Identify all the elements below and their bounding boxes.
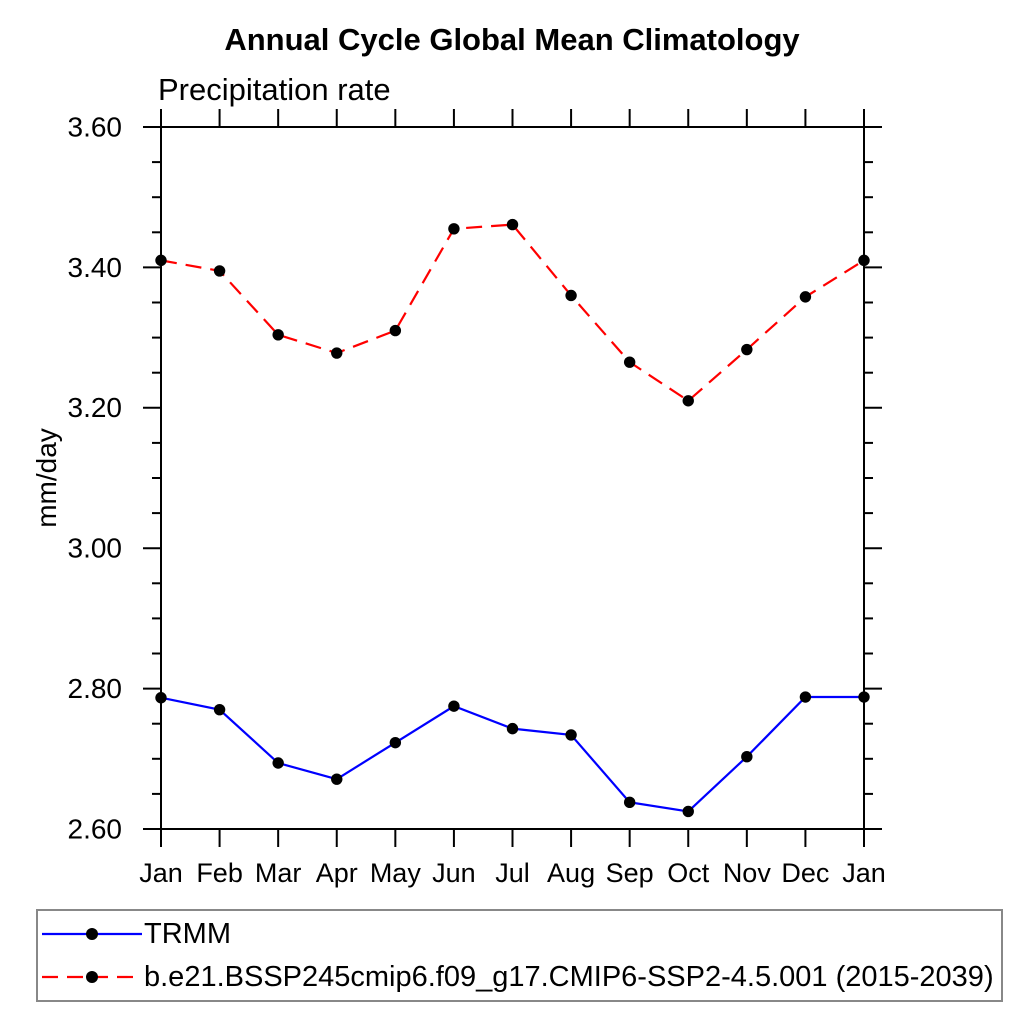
model-line-sample-icon [42, 971, 142, 983]
svg-text:Apr: Apr [316, 858, 358, 888]
legend-label-model: b.e21.BSSP245cmip6.f09_g17.CMIP6-SSP2-4.… [144, 960, 994, 993]
svg-text:Aug: Aug [547, 858, 595, 888]
svg-text:3.00: 3.00 [68, 533, 123, 564]
svg-text:Sep: Sep [606, 858, 654, 888]
trmm-line-sample-icon [42, 928, 142, 940]
chart-title: Annual Cycle Global Mean Climatology [224, 22, 800, 57]
legend-label-trmm: TRMM [144, 917, 231, 950]
legend-item-trmm: TRMM [38, 914, 1001, 954]
svg-text:Oct: Oct [667, 858, 710, 888]
legend-item-model: b.e21.BSSP245cmip6.f09_g17.CMIP6-SSP2-4.… [38, 957, 1001, 997]
chart-subtitle: Precipitation rate [158, 72, 391, 107]
svg-text:May: May [370, 858, 422, 888]
svg-text:Mar: Mar [255, 858, 302, 888]
svg-text:Nov: Nov [723, 858, 772, 888]
svg-text:3.20: 3.20 [68, 392, 123, 423]
svg-text:Jun: Jun [432, 858, 476, 888]
svg-text:Dec: Dec [781, 858, 829, 888]
legend: TRMM b.e21.BSSP245cmip6.f09_g17.CMIP6-SS… [36, 909, 1003, 1002]
svg-text:3.60: 3.60 [68, 111, 123, 142]
svg-text:Jul: Jul [495, 858, 530, 888]
svg-text:3.40: 3.40 [68, 252, 123, 283]
svg-text:Jan: Jan [842, 858, 886, 888]
svg-text:2.80: 2.80 [68, 673, 123, 704]
svg-text:Jan: Jan [139, 858, 183, 888]
svg-text:Feb: Feb [196, 858, 243, 888]
svg-text:2.60: 2.60 [68, 813, 123, 844]
